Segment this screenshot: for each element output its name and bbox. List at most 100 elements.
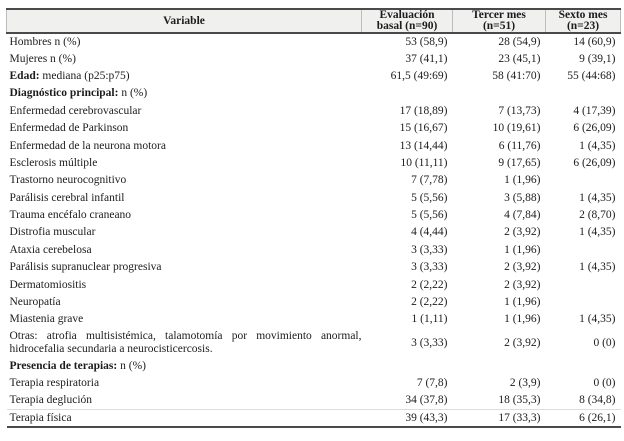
row-label: Parálisis supranuclear progresiva xyxy=(9,261,162,274)
cell-tercer-mes: 1 (1,96) xyxy=(504,243,541,256)
row-label: Parálisis cerebral infantil xyxy=(9,191,125,204)
row-label-cell: Terapia deglución xyxy=(7,392,362,409)
table-row: Neuropatía 2 (2,22) 1 (1,96) xyxy=(7,294,621,311)
cell-evaluacion-basal: 61,5 (49:69) xyxy=(390,69,448,82)
row-label-cell: Edad: mediana (p25:p75) xyxy=(7,68,362,85)
row-label: Ataxia cerebelosa xyxy=(9,243,92,256)
row-label-cell: Ataxia cerebelosa xyxy=(7,242,362,259)
row-label-line1: Otras: atrofia multisistémica, talamotom… xyxy=(9,329,362,342)
row-label-cell: Trastorno neurocognitivo xyxy=(7,172,362,189)
cell-evaluacion-basal: 2 (2,22) xyxy=(411,296,448,309)
cell-tercer-mes: 28 (54,9) xyxy=(498,35,541,48)
row-label-line2: hidrocefalia secundaria a neurocisticerc… xyxy=(9,343,213,356)
table-row: Trastorno neurocognitivo 7 (7,78) 1 (1,9… xyxy=(7,172,621,189)
cell-sexto-mes: 6 (26,09) xyxy=(573,156,616,169)
row-label-cell: Otras: atrofia multisistémica, talamotom… xyxy=(7,329,362,358)
cell-tercer-mes: 4 (7,84) xyxy=(504,209,541,222)
cell-evaluacion-basal: 5 (5,56) xyxy=(411,209,448,222)
cell-evaluacion-basal: 1 (1,11) xyxy=(411,313,448,326)
cell-tercer-mes xyxy=(453,85,546,102)
row-label: n (%) xyxy=(117,359,146,372)
cell-sexto-mes: 1 (4,35) xyxy=(579,191,616,204)
row-label-cell: Terapia respiratoria xyxy=(7,375,362,392)
cell-evaluacion-basal: 39 (43,3) xyxy=(361,409,453,429)
row-label-cell: Distrofia muscular xyxy=(7,224,362,241)
header-line-1: Tercer mes xyxy=(472,9,526,21)
table-row: Miastenia grave 1 (1,11) 1 (1,96) 1 (4,3… xyxy=(7,311,621,328)
row-label: Trauma encéfalo craneano xyxy=(9,209,132,222)
statistics-table: Variable Evaluación basal (n=90) Tercer … xyxy=(6,8,621,429)
header-line-1: Sexto mes xyxy=(558,9,608,21)
cell-tercer-mes: 6 (11,76) xyxy=(498,139,541,152)
row-label: mediana (p25:p75) xyxy=(39,69,130,82)
row-label-cell: Esclerosis múltiple xyxy=(7,155,362,172)
cell-sexto-mes xyxy=(546,242,621,259)
table-row: Terapia física 39 (43,3) 17 (33,3) 6 (26… xyxy=(6,409,621,429)
row-label: n (%) xyxy=(118,87,148,100)
table-row: Otras: atrofia multisistémica, talamotom… xyxy=(7,329,621,358)
cell-sexto-mes xyxy=(546,172,621,189)
cell-evaluacion-basal: 5 (5,56) xyxy=(411,191,448,204)
row-label: Enfermedad cerebrovascular xyxy=(9,104,142,117)
cell-sexto-mes: 0 (0) xyxy=(593,377,616,390)
row-label-cell: Miastenia grave xyxy=(7,311,362,328)
cell-evaluacion-basal xyxy=(362,358,453,375)
table-row: Enfermedad de la neurona motora 13 (14,4… xyxy=(7,137,621,154)
header-line-2: (n=23) xyxy=(566,20,600,32)
table-row: Trauma encéfalo craneano 5 (5,56) 4 (7,8… xyxy=(7,207,621,224)
row-label-cell: Enfermedad cerebrovascular xyxy=(7,103,362,120)
table-row: Distrofia muscular 4 (4,44) 2 (3,92) 1 (… xyxy=(7,224,621,241)
cell-sexto-mes: 1 (4,35) xyxy=(579,261,616,274)
cell-tercer-mes xyxy=(453,358,546,375)
cell-sexto-mes: 1 (4,35) xyxy=(579,313,616,326)
header-line-2: (n=51) xyxy=(482,20,516,32)
row-label-cell: Enfermedad de la neurona motora xyxy=(7,137,362,154)
table-row: Presencia de terapias: n (%) xyxy=(7,358,621,375)
cell-evaluacion-basal: 3 (3,33) xyxy=(411,336,448,349)
table-row: Diagnóstico principal: n (%) xyxy=(7,85,621,102)
cell-tercer-mes: 1 (1,96) xyxy=(504,296,541,309)
table-row: Terapia respiratoria 7 (7,8) 2 (3,9) 0 (… xyxy=(7,375,621,392)
row-label: Mujeres n (%) xyxy=(9,52,76,65)
column-header-sexto-mes: Sexto mes (n=23) xyxy=(545,8,621,34)
cell-sexto-mes: 1 (4,35) xyxy=(579,139,616,152)
cell-tercer-mes: 2 (3,92) xyxy=(504,261,541,274)
column-header-tercer-mes: Tercer mes (n=51) xyxy=(452,8,546,34)
table-row: Enfermedad cerebrovascular 17 (18,89) 7 … xyxy=(7,103,621,120)
cell-evaluacion-basal: 13 (14,44) xyxy=(399,139,448,152)
cell-tercer-mes: 1 (1,96) xyxy=(504,313,541,326)
cell-evaluacion-basal: 2 (2,22) xyxy=(411,278,448,291)
cell-sexto-mes: 8 (34,8) xyxy=(579,394,616,407)
cell-sexto-mes xyxy=(546,276,621,293)
table-row: Terapia deglución 34 (37,8) 18 (35,3) 8 … xyxy=(7,392,621,409)
cell-sexto-mes: 1 (4,35) xyxy=(579,226,616,239)
cell-sexto-mes: 6 (26,1) xyxy=(545,409,621,429)
cell-sexto-mes xyxy=(546,358,621,375)
cell-sexto-mes: 14 (60,9) xyxy=(573,35,616,48)
row-label-cell: Diagnóstico principal: n (%) xyxy=(7,85,362,102)
cell-evaluacion-basal: 37 (41,1) xyxy=(405,52,448,65)
row-label: Esclerosis múltiple xyxy=(9,156,98,169)
row-label-cell: Neuropatía xyxy=(7,294,362,311)
cell-sexto-mes xyxy=(546,85,621,102)
cell-sexto-mes: 9 (39,1) xyxy=(579,52,616,65)
row-label-cell: Mujeres n (%) xyxy=(7,50,362,67)
cell-evaluacion-basal: 7 (7,8) xyxy=(416,377,448,390)
table-row: Esclerosis múltiple 10 (11,11) 9 (17,65)… xyxy=(7,155,621,172)
table-header: Variable Evaluación basal (n=90) Tercer … xyxy=(6,8,621,34)
cell-tercer-mes: 3 (5,88) xyxy=(504,191,541,204)
cell-evaluacion-basal: 17 (18,89) xyxy=(399,104,448,117)
cell-evaluacion-basal: 53 (58,9) xyxy=(405,35,448,48)
row-label-cell: Parálisis cerebral infantil xyxy=(7,190,362,207)
cell-tercer-mes: 10 (19,61) xyxy=(492,122,541,135)
cell-evaluacion-basal: 34 (37,8) xyxy=(405,394,448,407)
row-label: Neuropatía xyxy=(9,296,61,309)
table-row: Parálisis cerebral infantil 5 (5,56) 3 (… xyxy=(7,190,621,207)
cell-evaluacion-basal xyxy=(362,85,453,102)
table-row: Hombres n (%) 53 (58,9) 28 (54,9) 14 (60… xyxy=(7,33,621,50)
cell-tercer-mes: 7 (13,73) xyxy=(498,104,541,117)
row-label: Terapia respiratoria xyxy=(9,377,100,390)
header-row: Variable Evaluación basal (n=90) Tercer … xyxy=(6,8,621,34)
header-line-1: Evaluación xyxy=(379,9,435,21)
row-label-cell: Trauma encéfalo craneano xyxy=(7,207,362,224)
